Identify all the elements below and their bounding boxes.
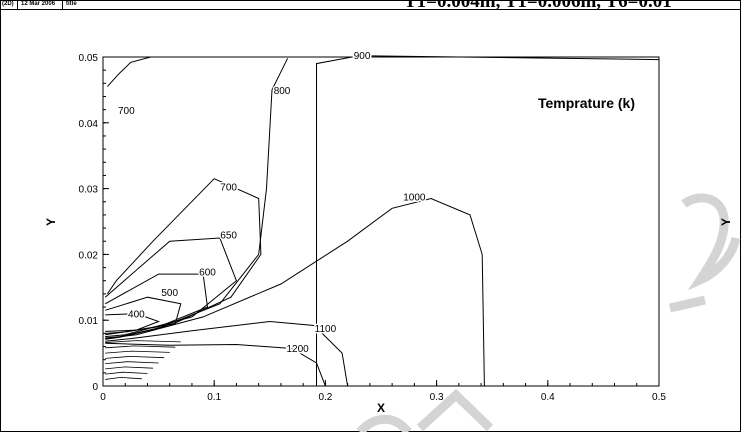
- plot-area: [102, 56, 660, 387]
- x-axis-ticks: 0 0.1 0.2 0.3 0.4 0.5: [100, 380, 666, 403]
- watermark-stroke: [356, 414, 412, 432]
- y-tick-label: 0.01: [79, 316, 99, 327]
- y-tick-label: 0: [92, 382, 98, 393]
- x-tick-label: 0.4: [541, 392, 555, 403]
- contour-line-1100: [105, 320, 349, 387]
- x-axis-label: X: [377, 401, 385, 415]
- contour-line-1200: [105, 342, 326, 387]
- contour-label-700: 700: [220, 183, 237, 194]
- contour-line-wall: [105, 371, 148, 375]
- y-tick-label: 0.04: [79, 119, 99, 130]
- contour-label-600: 600: [199, 267, 216, 278]
- contour-label-1200: 1200: [286, 344, 309, 355]
- header-date: 12 Mar 2006: [21, 1, 56, 7]
- header-title: title: [66, 1, 77, 7]
- page-title: T1=0.004m, T1=0.006m, T6=0.01: [404, 0, 672, 9]
- watermark: [356, 193, 741, 432]
- contour-line-wall: [105, 361, 159, 365]
- x-tick-label: 0.1: [207, 392, 221, 403]
- contour-line-wall: [105, 350, 170, 354]
- header-bar: (2D) 12 Mar 2006 title T1=0.004m, T1=0.0…: [0, 0, 741, 10]
- y-axis-label: Y: [44, 218, 58, 226]
- contour-label-400: 400: [128, 310, 145, 321]
- contour-labels: 900 1000 1100 1200 800 700 700 650 600 500 400: [117, 49, 428, 356]
- contour-line-400: [105, 313, 161, 332]
- y-axis-ticks: 0 0.01 0.02 0.03 0.04 0.05: [79, 53, 109, 393]
- contour-line-wall: [105, 376, 142, 380]
- contour-label-500: 500: [161, 288, 178, 299]
- x-tick-label: 0: [100, 392, 106, 403]
- contour-line-wall: [105, 355, 165, 359]
- watermark-stroke: [681, 193, 741, 291]
- y-tick-label: 0.02: [79, 250, 99, 261]
- contour-line-650: [104, 237, 237, 338]
- header-divider: [17, 0, 18, 9]
- x-tick-label: 0.2: [318, 392, 332, 403]
- contour-line-wall: [105, 366, 154, 370]
- y-tick-label: 0.05: [79, 53, 99, 64]
- x-tick-label: 0.3: [430, 392, 444, 403]
- contour-label-800: 800: [274, 86, 291, 97]
- contour-label-900: 900: [354, 51, 371, 62]
- contour-label-1000: 1000: [403, 192, 426, 203]
- contour-label-700: 700: [118, 106, 135, 117]
- contour-line-800: [105, 58, 289, 340]
- y-tick-label: 0.03: [79, 185, 99, 196]
- header-mode: (2D): [2, 1, 14, 7]
- watermark-stroke: [668, 295, 707, 313]
- watermark-stroke: [416, 388, 494, 432]
- contour-lines: [104, 55, 660, 387]
- contour-line-500: [105, 296, 182, 334]
- contour-line-wall: [105, 340, 181, 343]
- contour-line-700: [105, 178, 262, 339]
- contour-label-1100: 1100: [315, 324, 337, 335]
- contour-line-600: [104, 273, 209, 336]
- right-y-axis-label: Y: [719, 218, 733, 226]
- x-tick-label: 0.5: [652, 392, 666, 403]
- contour-label-650: 650: [220, 231, 237, 242]
- chart-title: Temprature (k): [538, 95, 635, 111]
- header-divider: [62, 0, 63, 9]
- contour-line-wall: [105, 345, 176, 349]
- contour-line-900: [316, 55, 660, 386]
- contour-line-700: [107, 56, 151, 87]
